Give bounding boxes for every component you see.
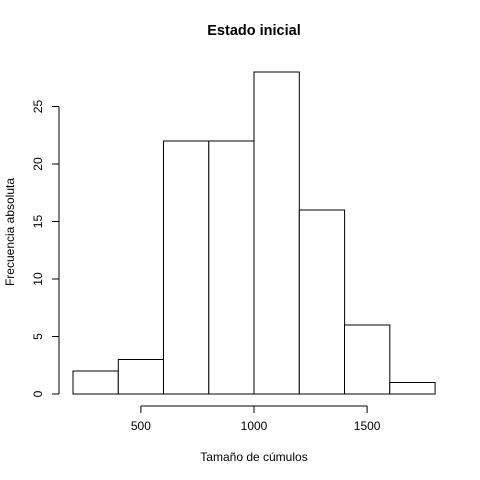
x-tick-label-2: 1500 [354,419,381,433]
y-axis-label: Frecuencia absoluta [3,178,17,286]
y-axis: 0 5 10 15 20 25 [31,100,60,397]
y-tick-label-4: 20 [31,157,45,171]
histogram-bar-6 [344,324,391,395]
x-tick-label-1: 1000 [241,419,268,433]
histogram-bar-4 [253,71,300,395]
histogram-bar-3 [208,140,255,395]
histogram-bar-1 [117,359,165,395]
x-tick-label-0: 500 [131,419,151,433]
histogram-bar-2 [163,140,210,395]
y-tick-label-2: 10 [31,272,45,286]
y-tick-label-5: 25 [31,100,45,114]
x-axis: 500 1000 1500 [131,405,381,433]
y-tick-label-3: 15 [31,215,45,229]
y-tick-label-1: 5 [31,333,45,340]
histogram-bar-5 [298,209,346,395]
y-tick-label-0: 0 [31,390,45,397]
histogram-bar-7 [389,382,436,395]
histogram-bar-0 [72,370,119,395]
x-axis-label: Tamaño de cúmulos [200,450,307,464]
bars-group [72,71,436,395]
chart-title: Estado inicial [207,23,300,39]
